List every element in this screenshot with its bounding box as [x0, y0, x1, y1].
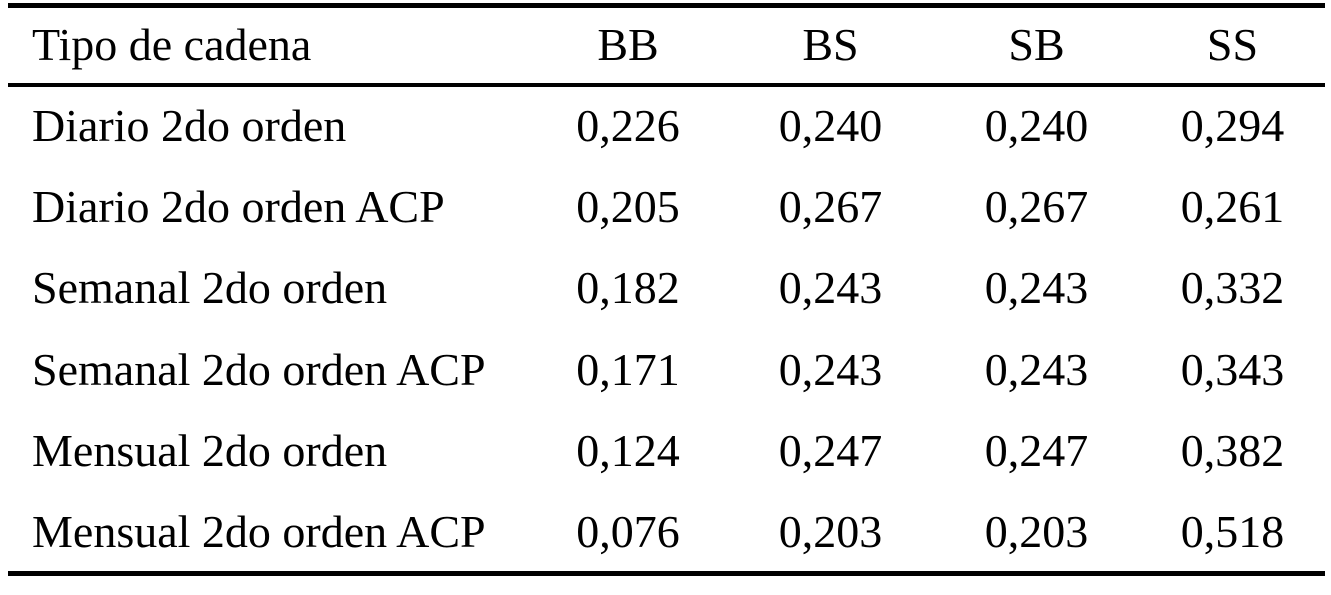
cell-ss: 0,261 [1180, 180, 1285, 232]
cell-bb: 0,076 [576, 505, 680, 557]
table-body: Diario 2do orden 0,226 0,240 0,240 0,294… [8, 85, 1325, 574]
cell-sb: 0,243 [984, 343, 1089, 395]
transition-results-table: Tipo de cadena BB BS SB SS Diario 2do or… [8, 3, 1325, 576]
cell-bs: 0,243 [778, 343, 883, 395]
table-row: Diario 2do orden ACP 0,205 0,267 0,267 0… [8, 166, 1325, 248]
row-label: Semanal 2do orden ACP [32, 343, 486, 395]
cell-ss: 0,382 [1180, 425, 1285, 477]
column-header-ss: SS [1206, 19, 1259, 71]
table-row: Semanal 2do orden 0,182 0,243 0,243 0,33… [8, 248, 1325, 330]
cell-bb: 0,124 [576, 425, 680, 477]
cell-sb: 0,240 [984, 100, 1089, 152]
cell-bs: 0,240 [778, 100, 883, 152]
row-label: Mensual 2do orden ACP [32, 505, 486, 557]
cell-bb: 0,205 [576, 180, 680, 232]
cell-sb: 0,267 [984, 180, 1089, 232]
row-label: Diario 2do orden [32, 100, 347, 152]
column-header-bs: BS [802, 19, 859, 71]
cell-ss: 0,294 [1180, 100, 1285, 152]
cell-ss: 0,518 [1180, 505, 1285, 557]
table-row: Mensual 2do orden 0,124 0,247 0,247 0,38… [8, 411, 1325, 493]
cell-ss: 0,343 [1180, 343, 1285, 395]
table-row: Mensual 2do orden ACP 0,076 0,203 0,203 … [8, 492, 1325, 574]
cell-bs: 0,243 [778, 262, 883, 314]
column-header-sb: SB [1008, 19, 1065, 71]
table-row: Diario 2do orden 0,226 0,240 0,240 0,294 [8, 85, 1325, 167]
column-header-bb: BB [597, 19, 659, 71]
cell-bs: 0,247 [778, 425, 883, 477]
cell-ss: 0,332 [1180, 262, 1285, 314]
cell-sb: 0,247 [984, 425, 1089, 477]
column-header-tipo-de-cadena: Tipo de cadena [32, 19, 312, 71]
row-label: Mensual 2do orden [32, 425, 388, 477]
paper-table-region: Tipo de cadena BB BS SB SS Diario 2do or… [8, 3, 1325, 576]
cell-bs: 0,267 [778, 180, 883, 232]
header-row: Tipo de cadena BB BS SB SS [8, 6, 1325, 85]
cell-sb: 0,203 [984, 505, 1089, 557]
table-row: Semanal 2do orden ACP 0,171 0,243 0,243 … [8, 329, 1325, 411]
cell-bb: 0,226 [576, 100, 680, 152]
cell-bs: 0,203 [778, 505, 883, 557]
cell-sb: 0,243 [984, 262, 1089, 314]
table-header: Tipo de cadena BB BS SB SS [8, 6, 1325, 85]
cell-bb: 0,182 [576, 262, 680, 314]
row-label: Semanal 2do orden [32, 262, 388, 314]
cell-bb: 0,171 [576, 343, 680, 395]
row-label: Diario 2do orden ACP [32, 180, 445, 232]
